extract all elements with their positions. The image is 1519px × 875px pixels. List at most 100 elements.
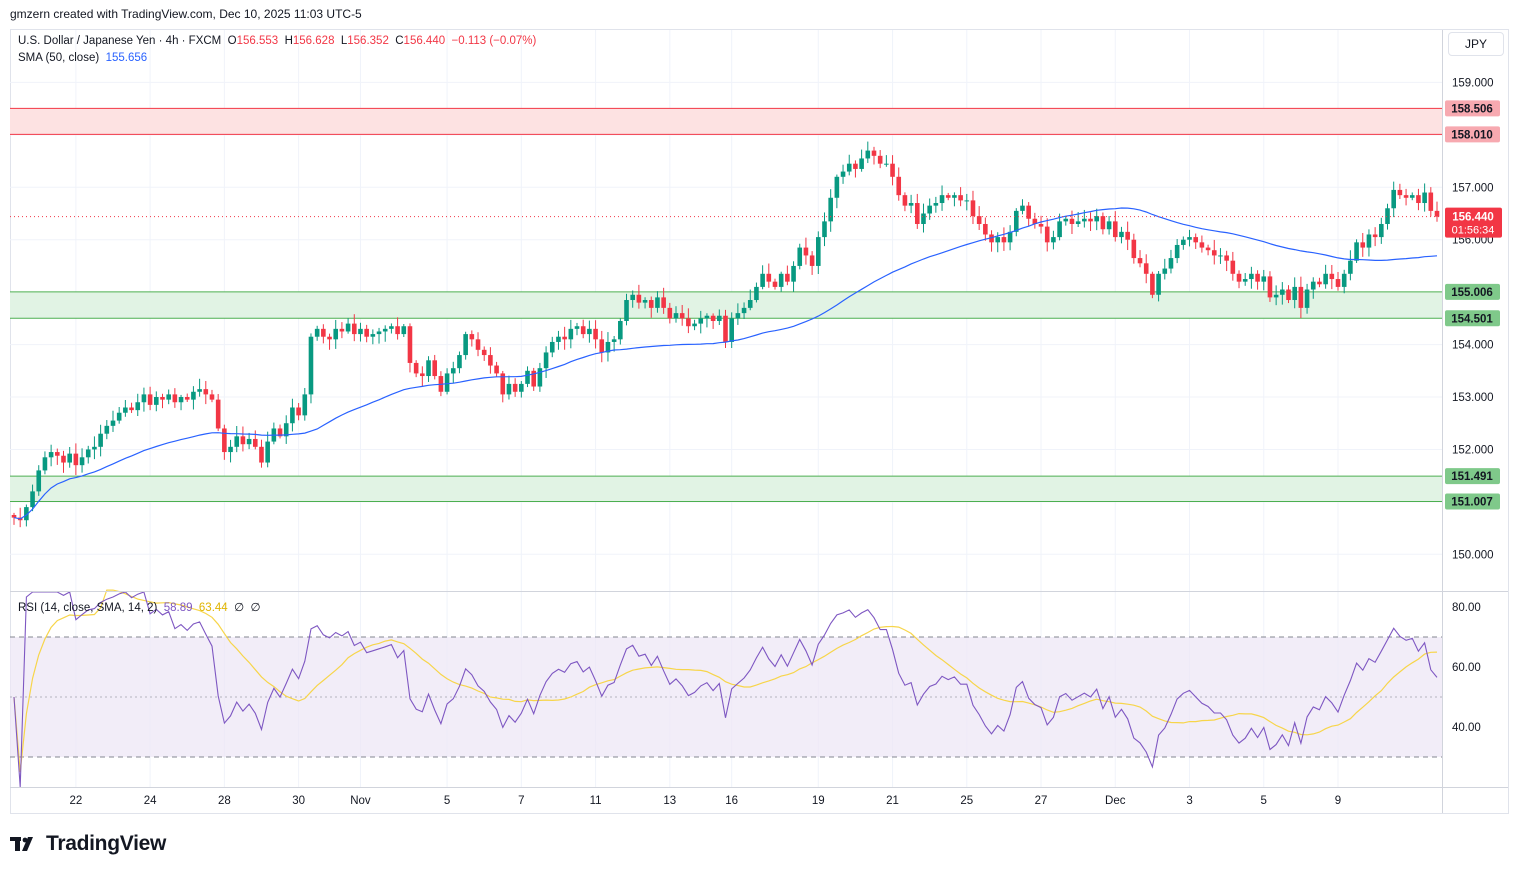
candle-body (339, 328, 345, 332)
candle-body (945, 195, 951, 198)
rsi-ma-value: 63.44 (198, 602, 228, 614)
candle-body (296, 407, 301, 416)
symbol-title[interactable]: U.S. Dollar / Japanese Yen · 4h · FXCM (18, 35, 222, 47)
countdown-label: 01:56:34 (1452, 225, 1495, 237)
sma-line (10, 207, 1442, 520)
candle-body (401, 326, 407, 335)
candle-body (166, 394, 171, 400)
candle-body (1211, 250, 1217, 256)
candle-body (364, 328, 369, 337)
candle-body (1199, 242, 1205, 248)
time-tick-label: 30 (292, 795, 305, 807)
candle-body (382, 328, 388, 332)
low-value: 156.352 (347, 35, 389, 47)
candle-body (160, 397, 165, 400)
candle-body (729, 318, 734, 342)
candle-body (865, 150, 871, 159)
time-tick-label: 21 (886, 795, 899, 807)
price-tick-label: 156.000 (1452, 235, 1494, 247)
zone-price-label: 155.006 (1451, 287, 1493, 299)
candle-body (252, 438, 258, 447)
candle-body (989, 234, 994, 243)
candle-body (580, 326, 586, 335)
sma-label[interactable]: SMA (50, close) (18, 52, 100, 64)
candle-body (1360, 242, 1366, 248)
candle-body (1131, 239, 1137, 259)
candle-body (630, 294, 635, 301)
candle-body (1403, 195, 1409, 198)
candle-body (952, 195, 957, 198)
candle-body (141, 394, 147, 403)
candle-body (395, 326, 400, 335)
candle-body (1026, 205, 1031, 219)
candle-body (760, 273, 765, 287)
candle-body (1310, 281, 1316, 290)
candle-body (358, 328, 363, 335)
candle-body (197, 389, 202, 392)
candle-body (110, 420, 116, 426)
candle-body (67, 453, 72, 463)
candle-body (995, 237, 1001, 243)
resistance-zone (10, 108, 1442, 135)
candle-body (11, 514, 17, 518)
candle-body (389, 326, 394, 329)
candle-body (574, 326, 580, 329)
brand: TradingView (10, 832, 166, 856)
candle-body (228, 446, 233, 453)
candle-body (543, 352, 549, 369)
candle-body (1168, 258, 1174, 269)
candle-body (290, 407, 295, 424)
candle-body (537, 368, 543, 387)
candle-body (92, 446, 97, 450)
candle-body (1007, 231, 1013, 243)
candle-body (407, 326, 413, 363)
candle-body (914, 203, 920, 224)
candle-body (1242, 279, 1248, 282)
time-tick-label: Nov (350, 795, 371, 807)
candle-body (488, 355, 493, 366)
candle-body (531, 370, 537, 387)
candle-body (1286, 289, 1291, 301)
candle-body (624, 300, 629, 321)
candle-body (1341, 273, 1347, 287)
zone-price-tag (1445, 126, 1500, 143)
zone-price-label: 151.007 (1451, 497, 1493, 509)
rsi-label[interactable]: RSI (14, close, SMA, 14, 2) (18, 602, 158, 614)
candle-body (469, 334, 475, 340)
candle-body (1156, 273, 1161, 295)
candle-body (450, 368, 456, 374)
candle-body (321, 328, 326, 337)
candle-body (1273, 294, 1279, 298)
candle-body (1397, 189, 1403, 196)
low-label: L (340, 35, 348, 47)
close-value: 156.440 (403, 35, 446, 47)
candle-body (692, 323, 697, 327)
currency-button[interactable]: JPY (1448, 32, 1504, 56)
rsi-band (10, 636, 1442, 758)
candle-body (1143, 263, 1149, 274)
time-tick-label: Dec (1105, 795, 1126, 807)
candle-body (240, 436, 246, 445)
candle-body (98, 433, 103, 447)
candle-body (154, 397, 159, 405)
candle-body (549, 341, 555, 353)
rsi-tick-label: 40.00 (1452, 722, 1481, 734)
candle-body (1255, 273, 1260, 282)
time-tick-label: 22 (69, 795, 82, 807)
candle-body (129, 407, 134, 411)
candle-body (846, 163, 852, 172)
time-tick-label: 5 (444, 795, 450, 807)
candle-body (333, 328, 339, 340)
price-tick-label: 152.000 (1452, 444, 1494, 456)
rsi-tick-label: 60.00 (1452, 662, 1481, 674)
candle-body (36, 470, 42, 492)
candle-body (741, 307, 747, 314)
candle-body (927, 205, 932, 214)
candle-body (1422, 192, 1427, 204)
support-zone (10, 476, 1442, 502)
candle-body (1416, 195, 1421, 204)
candle-body (587, 328, 592, 335)
candle-body (184, 397, 190, 400)
time-tick-label: 25 (960, 795, 973, 807)
